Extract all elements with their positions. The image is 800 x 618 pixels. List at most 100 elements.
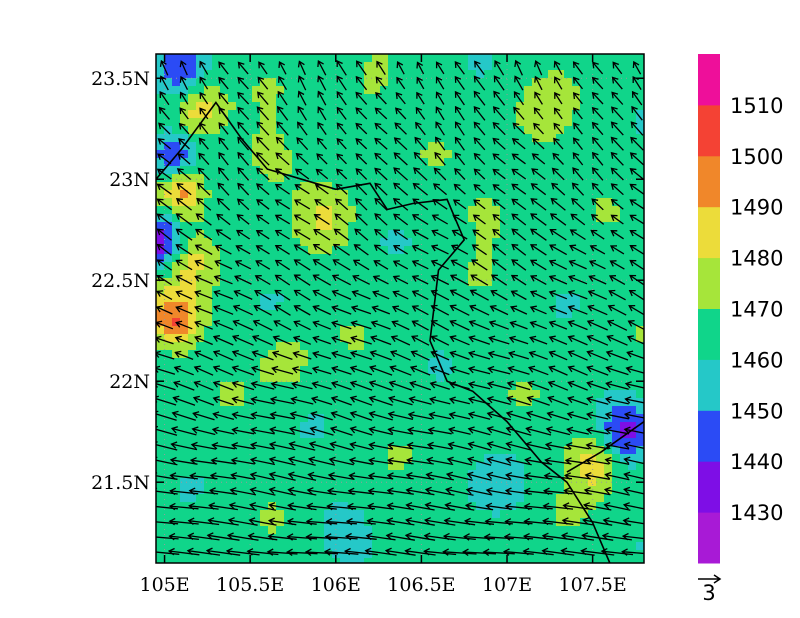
field-cell — [180, 558, 189, 563]
field-cell — [428, 542, 437, 551]
wind-arrow — [356, 60, 367, 76]
wind-arrow — [374, 182, 388, 196]
field-cell — [292, 254, 301, 263]
field-cell — [420, 230, 429, 239]
field-cell — [604, 174, 613, 183]
field-cell — [244, 350, 253, 359]
field-cell — [332, 190, 341, 199]
wind-arrow — [548, 305, 568, 315]
wind-arrow — [605, 380, 629, 390]
wind-arrow — [473, 184, 486, 195]
field-cell — [628, 318, 637, 327]
wind-arrow — [604, 441, 630, 450]
wind-arrow — [563, 487, 592, 495]
wind-arrow — [212, 365, 234, 376]
wind-arrow — [412, 198, 429, 211]
field-cell — [180, 294, 189, 303]
field-cell — [476, 102, 485, 111]
field-cell — [268, 150, 277, 159]
wind-arrow — [157, 153, 172, 165]
field-cell — [348, 262, 357, 271]
field-cell — [252, 214, 261, 223]
field-cell — [532, 86, 541, 95]
wind-arrow — [426, 441, 453, 450]
field-cell — [612, 190, 621, 199]
field-cell — [180, 326, 189, 335]
wind-arrow — [549, 244, 568, 256]
field-cell — [596, 166, 605, 175]
field-cell — [380, 334, 389, 343]
field-cell — [300, 358, 309, 367]
wind-arrow — [416, 91, 425, 105]
field-cell — [284, 366, 293, 375]
field-cell — [292, 406, 301, 415]
field-cell — [212, 166, 221, 175]
field-cell — [500, 510, 509, 519]
wind-arrow — [454, 121, 465, 136]
field-cell — [548, 262, 557, 271]
field-cell — [476, 542, 485, 551]
field-cell — [332, 374, 341, 383]
field-cell — [428, 230, 437, 239]
field-cell — [412, 494, 421, 503]
field-cell — [388, 70, 397, 79]
field-cell — [412, 438, 421, 447]
field-cell — [620, 350, 629, 359]
field-cell — [236, 558, 245, 563]
field-cell — [500, 486, 509, 495]
field-cell — [540, 182, 549, 191]
field-cell — [476, 286, 485, 295]
field-cell — [428, 254, 437, 263]
field-cell — [348, 86, 357, 95]
wind-arrow — [552, 152, 564, 165]
field-cell — [516, 254, 525, 263]
field-cell — [252, 246, 261, 255]
wind-arrow — [234, 274, 252, 285]
wind-arrow — [332, 259, 351, 271]
field-cell — [604, 70, 613, 79]
field-cell — [532, 182, 541, 191]
field-cell — [476, 182, 485, 191]
field-cell — [364, 142, 373, 151]
wind-arrow — [332, 243, 350, 256]
field-cell — [556, 70, 565, 79]
field-cell — [268, 390, 277, 399]
field-cell — [420, 558, 429, 563]
field-cell — [532, 502, 541, 511]
field-cell — [412, 398, 421, 407]
field-cell — [492, 374, 501, 383]
field-cell — [276, 454, 285, 463]
field-cell — [380, 94, 389, 103]
field-cell — [596, 310, 605, 319]
field-cell — [508, 358, 517, 367]
field-cell — [348, 294, 357, 303]
field-cell — [220, 542, 229, 551]
field-cell — [572, 134, 581, 143]
field-cell — [204, 246, 213, 255]
field-cell — [180, 262, 189, 271]
field-cell — [364, 526, 373, 535]
wind-arrow — [449, 381, 470, 390]
field-cell — [492, 334, 501, 343]
field-cell — [236, 158, 245, 167]
wind-arrow — [604, 396, 629, 405]
field-cell — [460, 366, 469, 375]
wind-arrow — [448, 396, 470, 405]
field-cell — [332, 86, 341, 95]
field-cell — [620, 78, 629, 87]
field-cell — [172, 526, 181, 535]
field-cell — [268, 542, 277, 551]
wind-arrow — [446, 456, 473, 466]
field-cell — [324, 254, 333, 263]
field-cell — [396, 198, 405, 207]
field-cell — [276, 110, 285, 119]
wind-arrow — [374, 213, 388, 226]
field-cell — [292, 558, 301, 563]
field-cell — [636, 102, 644, 111]
field-cell — [276, 118, 285, 127]
field-cell — [620, 278, 629, 287]
field-cell — [428, 398, 437, 407]
field-cell — [332, 494, 341, 503]
field-cell — [628, 62, 637, 71]
field-cell — [404, 134, 413, 143]
